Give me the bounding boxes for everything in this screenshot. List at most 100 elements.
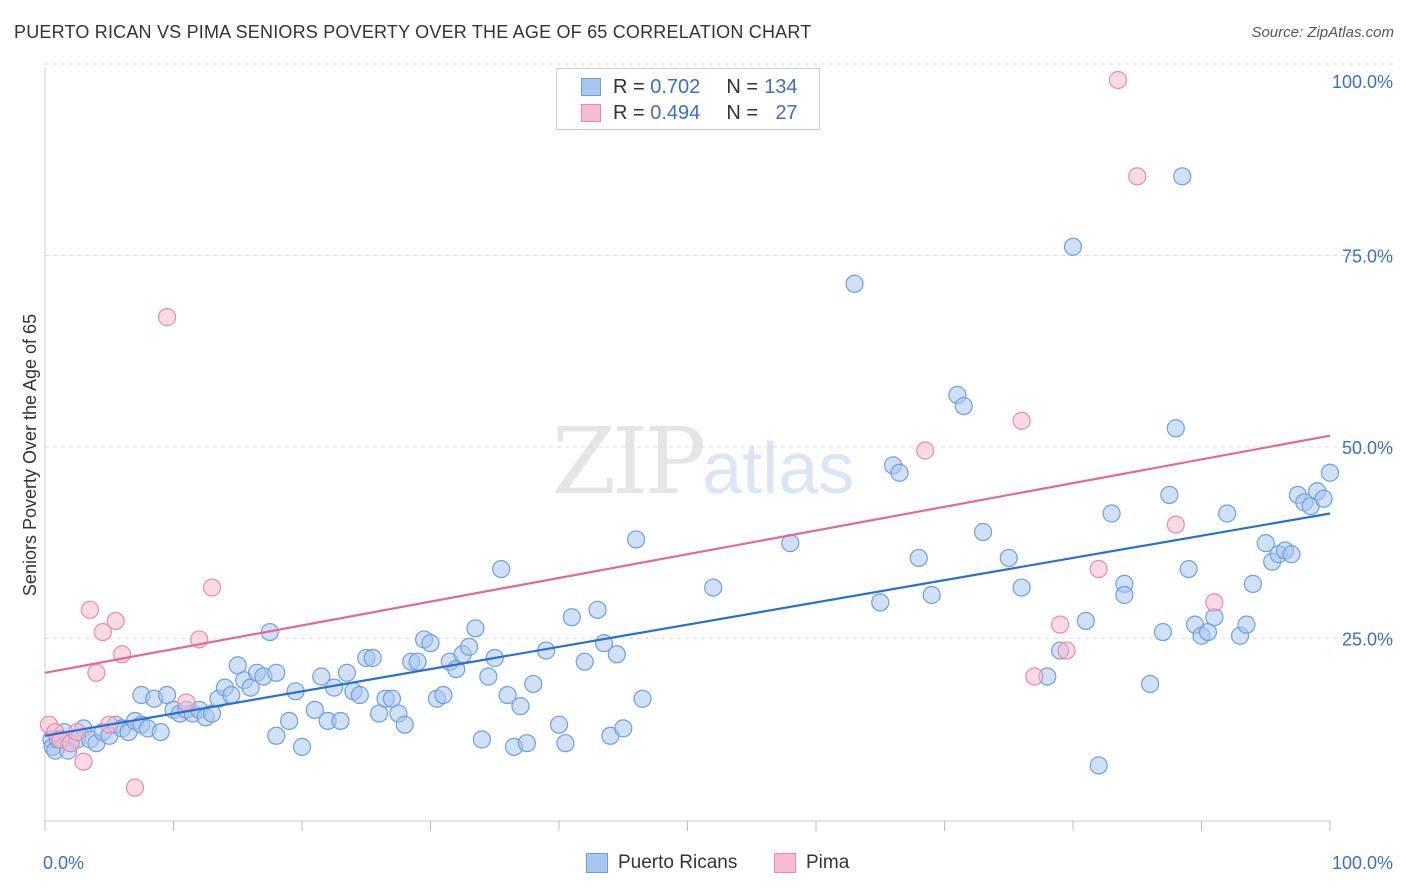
puerto-ricans-point <box>492 559 511 579</box>
puerto-ricans-point <box>395 715 414 734</box>
puerto-ricans-point <box>280 711 299 731</box>
stats-legend: R = 0.702 N = 134 R = 0.494 N = 27 <box>556 68 820 130</box>
puerto-ricans-point <box>408 652 427 671</box>
puerto-ricans-point <box>1256 534 1275 553</box>
legend-label: Puerto Ricans <box>618 852 738 873</box>
puerto-ricans-point <box>479 667 498 686</box>
legend-label: Pima <box>806 852 850 873</box>
pima-point <box>1089 559 1108 579</box>
puerto-ricans-point <box>588 600 607 619</box>
pima-point <box>93 622 112 642</box>
legend-item-puerto-ricans: Puerto Ricans <box>586 852 737 874</box>
puerto-ricans-point <box>1153 622 1173 642</box>
puerto-ricans-point <box>1115 585 1134 605</box>
x-tick-label: 100.0% <box>1332 853 1393 873</box>
pima-point <box>106 611 125 631</box>
pima-point <box>202 578 222 597</box>
puerto-ricans-point <box>704 578 723 597</box>
n-label: N = <box>726 75 758 98</box>
puerto-ricans-legend-swatch <box>586 853 608 873</box>
r-value: 0.494 <box>650 101 701 124</box>
puerto-ricans-point <box>1218 504 1237 523</box>
puerto-ricans-point <box>267 663 286 682</box>
pima-point <box>177 693 196 712</box>
puerto-ricans-point <box>633 689 652 708</box>
puerto-ricans-point <box>1140 674 1160 694</box>
pima-point <box>80 600 100 619</box>
legend-item-pima: Pima <box>774 852 849 874</box>
puerto-ricans-point <box>562 608 581 627</box>
puerto-ricans-point <box>845 274 864 293</box>
n-value: 134 <box>764 75 798 98</box>
puerto-ricans-point <box>1166 419 1185 438</box>
pima-point <box>74 752 93 771</box>
puerto-ricans-point <box>472 730 491 749</box>
puerto-ricans-point <box>607 645 626 664</box>
puerto-ricans-swatch <box>581 78 601 96</box>
puerto-ricans-point <box>614 719 633 738</box>
pima-legend-swatch <box>774 853 796 873</box>
puerto-ricans-point <box>549 715 569 734</box>
puerto-ricans-point <box>999 548 1018 568</box>
stats-row-puerto-ricans: R = 0.702 N = 134 <box>581 75 798 99</box>
puerto-ricans-point <box>363 648 382 668</box>
chart-title: PUERTO RICAN VS PIMA SENIORS POVERTY OVE… <box>14 22 812 42</box>
puerto-ricans-point <box>1314 489 1333 508</box>
puerto-ricans-point <box>1173 167 1192 186</box>
puerto-ricans-point <box>517 734 536 753</box>
puerto-ricans-point <box>331 711 350 731</box>
y-tick-label: 50.0% <box>1342 438 1393 458</box>
r-label: R = <box>613 75 645 98</box>
puerto-ricans-point <box>305 700 324 719</box>
pima-point <box>157 308 177 327</box>
puerto-ricans-point <box>350 685 369 705</box>
pima-point <box>1051 615 1070 634</box>
watermark-atlas: atlas <box>702 429 855 509</box>
puerto-ricans-point <box>498 685 517 705</box>
puerto-ricans-point <box>466 619 485 638</box>
pima-point <box>87 663 106 682</box>
puerto-ricans-point <box>973 522 993 542</box>
pima-trendline <box>44 434 1331 674</box>
pima-point <box>1128 167 1147 186</box>
puerto-ricans-point <box>1237 615 1256 634</box>
puerto-ricans-point <box>312 667 331 686</box>
puerto-ricans-point <box>222 685 241 705</box>
puerto-ricans-point <box>1076 611 1095 631</box>
puerto-ricans-point <box>871 593 890 612</box>
pima-point <box>1205 593 1224 612</box>
stats-row-pima: R = 0.494 N = 27 <box>581 101 798 125</box>
puerto-ricans-point <box>575 652 594 671</box>
y-tick-label: 100.0% <box>1332 72 1393 92</box>
puerto-ricans-point <box>1089 756 1108 775</box>
pima-point <box>1166 515 1185 534</box>
puerto-ricans-point <box>1063 237 1083 256</box>
r-value: 0.702 <box>650 75 701 98</box>
puerto-ricans-point <box>556 734 575 753</box>
puerto-ricans-point <box>890 463 909 482</box>
y-tick-label: 75.0% <box>1342 247 1393 267</box>
puerto-ricans-point <box>337 663 357 682</box>
puerto-ricans-point <box>626 530 646 549</box>
puerto-ricans-point <box>922 585 941 605</box>
puerto-ricans-point <box>292 737 312 757</box>
watermark-zip: ZIP <box>552 408 706 515</box>
pima-point <box>125 778 145 797</box>
puerto-ricans-point <box>1012 578 1031 597</box>
pima-point <box>1012 411 1031 430</box>
pima-point <box>1057 641 1076 660</box>
y-axis-label: Seniors Poverty Over the Age of 65 <box>20 314 40 596</box>
watermark: ZIPatlas <box>552 408 854 515</box>
puerto-ricans-point <box>1243 574 1263 593</box>
source-label: Source: ZipAtlas.com <box>1251 24 1394 41</box>
puerto-ricans-point <box>459 637 479 656</box>
n-label: N = <box>726 101 758 124</box>
puerto-ricans-point <box>1160 485 1179 505</box>
pima-swatch <box>581 104 601 122</box>
y-tick-label: 25.0% <box>1342 630 1393 650</box>
puerto-ricans-point <box>267 726 286 745</box>
x-tick-label: 0.0% <box>43 853 84 873</box>
r-label: R = <box>613 101 645 124</box>
pima-point <box>1025 667 1044 686</box>
